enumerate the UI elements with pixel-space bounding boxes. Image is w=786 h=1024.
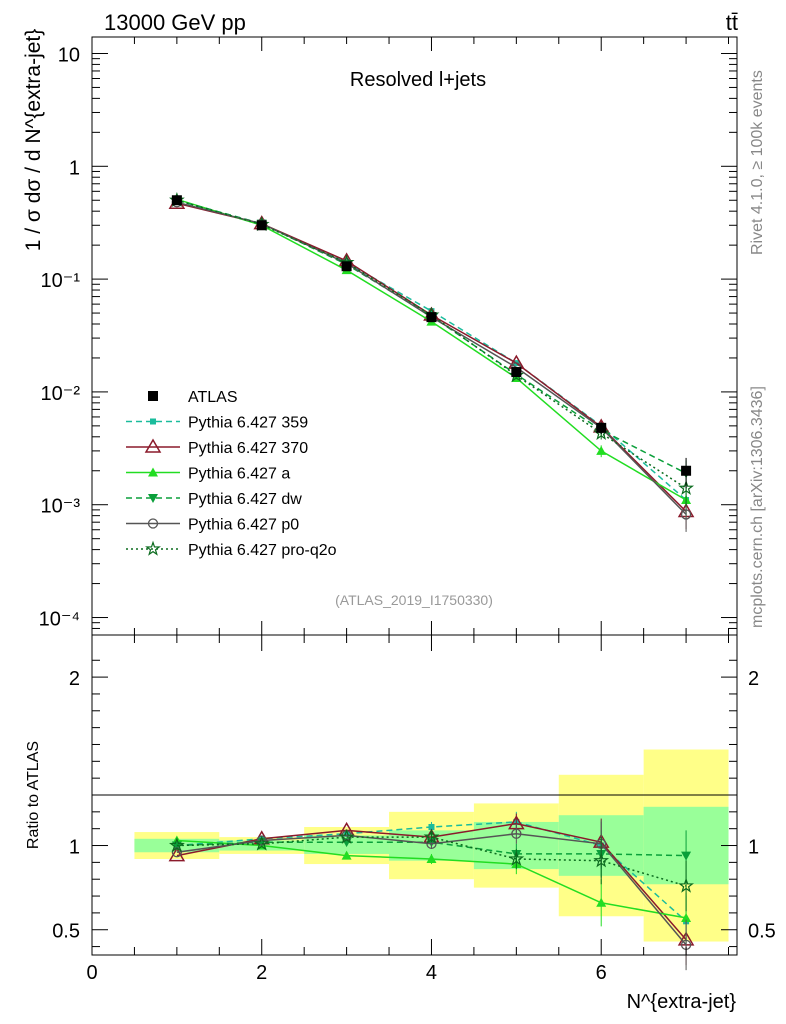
main-title: Resolved l+jets xyxy=(350,69,486,91)
data-point xyxy=(596,422,607,433)
main-series xyxy=(168,192,695,532)
legend-label: Pythia 6.427 pro-q2o xyxy=(188,542,337,559)
data-point xyxy=(680,509,692,520)
series-atlas xyxy=(171,195,692,489)
energy-label: 13000 GeV pp xyxy=(104,10,246,35)
ratio-point xyxy=(678,877,694,893)
ratio-point xyxy=(341,838,352,848)
legend-marker xyxy=(147,518,159,529)
legend-label: Pythia 6.427 370 xyxy=(188,440,308,457)
ratio-y-tick-label-left: 1 xyxy=(69,837,80,859)
legend-marker xyxy=(148,391,158,401)
ratio-series xyxy=(168,811,695,971)
main-y-tick-label: 1 xyxy=(69,157,80,179)
legend-entry: ATLAS xyxy=(148,389,238,406)
main-x-axis xyxy=(91,37,730,635)
ratio-point xyxy=(593,852,610,868)
data-point xyxy=(341,261,352,272)
ratio-point xyxy=(596,897,607,907)
ratio-point xyxy=(338,828,355,844)
ratio-point xyxy=(511,828,522,839)
ratio-panel: 2 2 1 1 0.5 0.5 0 2 4 6 xyxy=(52,634,776,984)
legend-entry: Pythia 6.427 370 xyxy=(126,438,308,457)
watermark: (ATLAS_2019_I1750330) xyxy=(335,592,493,608)
ratio-y-tick-label-right: 2 xyxy=(748,668,759,690)
legend-label: Pythia 6.427 a xyxy=(188,466,290,483)
legend-marker xyxy=(148,467,158,477)
data-point xyxy=(596,445,607,455)
ratio-y-tick-label-left: 0.5 xyxy=(52,921,80,943)
main-y-tick-label: 10⁻¹ xyxy=(41,270,81,292)
mcplots-label: mcplots.cern.ch [arXiv:1306.3436] xyxy=(749,386,766,628)
ratio-point xyxy=(343,830,350,837)
ratio-point xyxy=(428,824,435,830)
main-y-tick-label: 10 xyxy=(58,44,80,66)
data-point xyxy=(426,312,437,323)
ratio-y-tick-label-right: 1 xyxy=(748,837,759,859)
main-ylabel: 1 / σ dσ / d N^{extra-jet} xyxy=(22,29,45,252)
legend-entry: Pythia 6.427 359 xyxy=(126,415,308,432)
data-point xyxy=(511,367,522,378)
main-panel: Resolved l+jets (ATLAS_2019_I1750330) 10… xyxy=(39,36,738,636)
data-point xyxy=(681,465,692,476)
main-y-tick-label: 10⁻³ xyxy=(41,496,81,518)
legend-entry: Pythia 6.427 p0 xyxy=(126,517,299,534)
ratio-y-tick-label-left: 2 xyxy=(69,668,80,690)
ratio-point xyxy=(681,912,692,922)
ratio-point xyxy=(341,850,352,860)
legend-marker xyxy=(148,494,158,503)
ratio-point xyxy=(168,837,185,853)
ratio-y-axis: 2 2 1 1 0.5 0.5 xyxy=(52,659,776,948)
legend-marker xyxy=(150,418,156,425)
legend-label: ATLAS xyxy=(188,389,238,406)
legend: ATLAS Pythia 6.427 359 Pythia 6.427 370 Pyt… xyxy=(126,389,337,559)
data-point xyxy=(171,195,182,206)
legend-label: Pythia 6.427 p0 xyxy=(188,517,299,534)
main-y-tick-label: 10⁻⁴ xyxy=(39,609,80,631)
ratio-point xyxy=(423,828,440,844)
ratio-ylabel: Ratio to ATLAS xyxy=(25,741,42,849)
legend-marker xyxy=(144,438,162,453)
rivet-label: Rivet 4.1.0, ≥ 100k events xyxy=(749,70,766,255)
ratio-point xyxy=(508,850,525,866)
ratio-y-tick-label-right: 0.5 xyxy=(748,921,776,943)
ratio-point xyxy=(253,835,270,851)
ratio-x-axis: 0 2 4 6 xyxy=(86,635,730,984)
ratio-x-tick-label: 2 xyxy=(256,962,267,984)
data-point xyxy=(678,479,695,495)
process-label: tt̄ xyxy=(726,10,738,35)
ratio-x-tick-label: 4 xyxy=(426,962,437,984)
legend-marker xyxy=(145,540,161,556)
ratio-x-tick-label: 6 xyxy=(596,962,607,984)
data-point xyxy=(256,220,267,231)
ratio-x-tick-label: 0 xyxy=(86,962,97,984)
ratio-point xyxy=(426,854,437,863)
ratio-series-pythia-6-427-pro-q2o xyxy=(168,828,694,912)
data-point xyxy=(428,308,435,315)
legend-entry: Pythia 6.427 dw xyxy=(126,491,302,508)
ratio-point xyxy=(681,851,692,861)
main-y-tick-label: 10⁻² xyxy=(41,383,81,405)
legend-label: Pythia 6.427 359 xyxy=(188,415,308,432)
legend-label: Pythia 6.427 dw xyxy=(188,491,302,508)
main-y-axis: 10 1 10⁻¹ 10⁻² 10⁻³ 10⁻⁴ xyxy=(39,44,737,636)
ratio-xlabel: N^{extra-jet} xyxy=(627,991,737,1013)
legend-entry: Pythia 6.427 pro-q2o xyxy=(126,540,337,559)
legend-entry: Pythia 6.427 a xyxy=(126,466,290,483)
